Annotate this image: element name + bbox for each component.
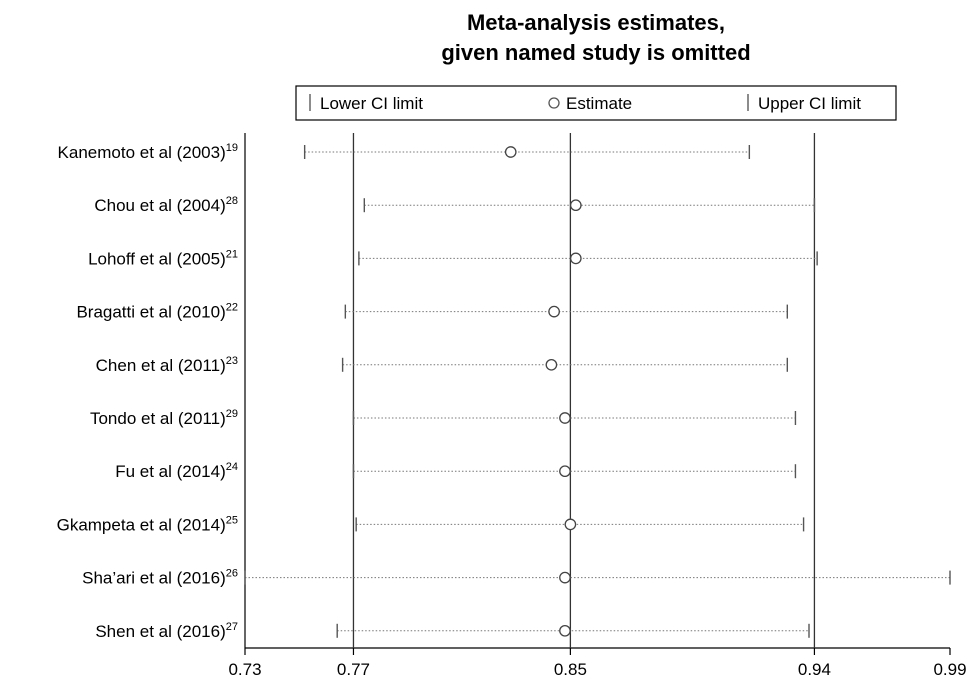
chart-title-line-1: Meta-analysis estimates,: [467, 10, 725, 35]
study-label: Fu et al (2014)24: [115, 461, 238, 481]
estimate-marker: [564, 518, 577, 531]
study-row-4: Bragatti et al (2010)22: [76, 302, 789, 322]
study-reference: 22: [226, 302, 238, 314]
estimate-marker: [569, 252, 582, 265]
x-axis: 0.73 0.77 0.85 0.94 0.99: [228, 133, 967, 679]
study-reference: 24: [226, 461, 238, 473]
legend-upper-label: Upper CI limit: [758, 94, 861, 113]
study-name: Shen et al (2016): [95, 622, 225, 641]
reference-lines: [352, 133, 816, 648]
study-row-10: Shen et al (2016)27: [95, 621, 810, 641]
study-label: Kanemoto et al (2003)19: [58, 142, 238, 162]
estimate-marker: [545, 358, 558, 371]
study-reference: 23: [226, 355, 238, 367]
estimate-marker: [569, 199, 582, 212]
study-name: Fu et al (2014): [115, 462, 226, 481]
study-reference: 29: [226, 408, 238, 420]
study-reference: 25: [226, 514, 238, 526]
x-tick-label-4: 0.99: [933, 660, 966, 679]
legend-lower-label: Lower CI limit: [320, 94, 423, 113]
study-label: Lohoff et al (2005)21: [88, 248, 238, 268]
study-label: Bragatti et al (2010)22: [76, 302, 238, 322]
study-reference: 21: [226, 248, 238, 260]
study-row-9: Sha’ari et al (2016)26: [82, 568, 951, 588]
study-label: Shen et al (2016)27: [95, 621, 238, 641]
estimate-marker: [504, 146, 517, 158]
estimate-marker: [559, 571, 571, 584]
study-row-7: Fu et al (2014)24: [115, 461, 797, 481]
study-name: Lohoff et al (2005): [88, 249, 226, 268]
legend: Lower CI limit Estimate Upper CI limit: [295, 85, 897, 121]
study-name: Tondo et al (2011): [90, 409, 226, 428]
legend-estimate-label: Estimate: [566, 94, 632, 113]
study-name: Bragatti et al (2010): [76, 303, 225, 322]
estimate-marker: [548, 305, 560, 318]
study-label: Chen et al (2011)23: [96, 355, 238, 375]
x-tick-label-2: 0.85: [554, 660, 587, 679]
x-tick-label-1: 0.77: [337, 660, 370, 679]
study-label: Chou et al (2004)28: [94, 195, 238, 215]
legend-box: [295, 85, 897, 121]
study-label: Tondo et al (2011)29: [90, 408, 238, 428]
study-row-6: Tondo et al (2011)29: [90, 408, 797, 428]
estimate-marker: [559, 465, 571, 478]
study-reference: 28: [226, 195, 238, 207]
chart-title-line-2: given named study is omitted: [441, 40, 750, 65]
study-row-1: Kanemoto et al (2003)19: [58, 142, 751, 162]
study-row-5: Chen et al (2011)23: [96, 355, 789, 375]
study-row-8: Gkampeta et al (2014)25: [57, 514, 805, 534]
study-name: Kanemoto et al (2003): [58, 143, 226, 162]
study-rows: Kanemoto et al (2003)19 Chou et al (2004)…: [57, 142, 951, 641]
study-name: Chen et al (2011): [96, 356, 226, 375]
study-label: Gkampeta et al (2014)25: [57, 514, 238, 534]
estimate-marker: [559, 624, 571, 637]
chart-title: Meta-analysis estimates, given named stud…: [441, 10, 750, 65]
study-reference: 27: [226, 621, 238, 633]
study-name: Sha’ari et al (2016): [82, 569, 226, 588]
study-row-3: Lohoff et al (2005)21: [88, 248, 818, 268]
x-tick-label-0: 0.73: [228, 660, 261, 679]
x-tick-label-3: 0.94: [798, 660, 831, 679]
study-reference: 19: [226, 142, 238, 154]
study-name: Gkampeta et al (2014): [57, 515, 226, 534]
study-row-2: Chou et al (2004)28: [94, 195, 816, 215]
legend-estimate-marker: [548, 97, 560, 109]
study-label: Sha’ari et al (2016)26: [82, 568, 238, 588]
study-reference: 26: [226, 568, 238, 580]
estimate-marker: [559, 412, 571, 424]
study-name: Chou et al (2004): [94, 196, 225, 215]
